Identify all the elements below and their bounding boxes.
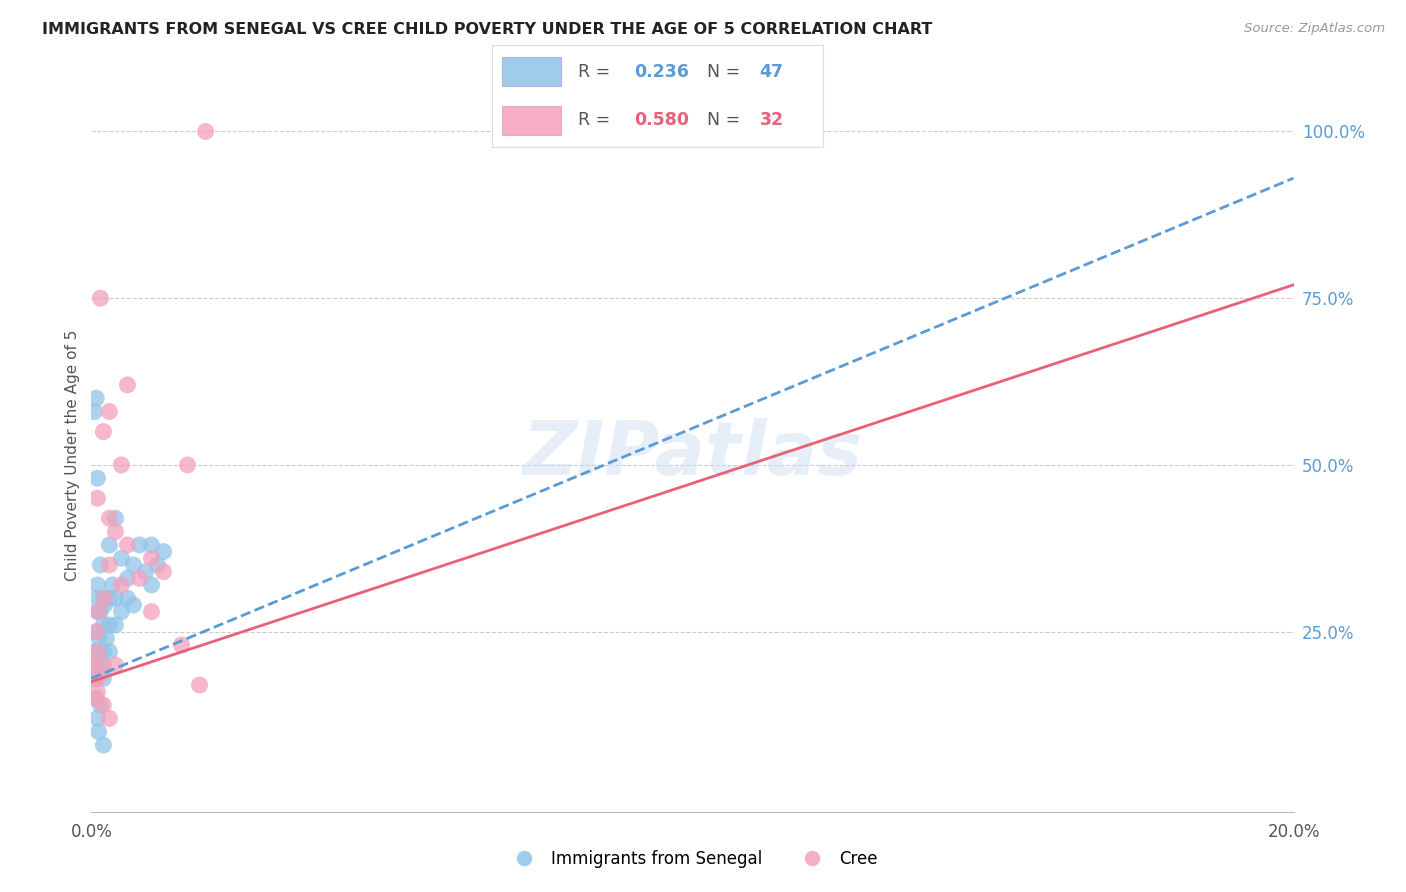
Point [93, 425, 115, 439]
Text: N =: N = [707, 111, 745, 129]
Point [86, 624, 108, 639]
Text: R =: R = [578, 111, 616, 129]
Text: N =: N = [707, 62, 745, 81]
Point [98, 558, 121, 572]
Point [110, 605, 132, 619]
Point [176, 458, 198, 472]
Text: Source: ZipAtlas.com: Source: ZipAtlas.com [1244, 22, 1385, 36]
Point [82, 658, 104, 673]
Point [93, 698, 115, 712]
Text: IMMIGRANTS FROM SENEGAL VS CREE CHILD POVERTY UNDER THE AGE OF 5 CORRELATION CHA: IMMIGRANTS FROM SENEGAL VS CREE CHILD PO… [42, 22, 932, 37]
Point [170, 638, 193, 652]
Point [104, 524, 127, 539]
Point [141, 551, 163, 566]
Point [110, 458, 132, 472]
Point [86, 711, 108, 725]
Point [104, 618, 127, 632]
Text: 0.236: 0.236 [634, 62, 689, 81]
Point [128, 538, 150, 552]
Point [96, 632, 118, 646]
Point [134, 565, 156, 579]
Point [89, 558, 111, 572]
Point [117, 377, 139, 392]
Point [83, 404, 105, 418]
Point [89, 632, 111, 646]
Y-axis label: Child Poverty Under the Age of 5: Child Poverty Under the Age of 5 [65, 329, 80, 581]
Point [152, 565, 174, 579]
Point [110, 578, 132, 592]
Point [117, 591, 139, 606]
Point [93, 645, 115, 659]
Point [91, 658, 114, 673]
Point [110, 551, 132, 566]
Point [104, 511, 127, 525]
Point [152, 544, 174, 558]
Point [89, 605, 111, 619]
Text: 47: 47 [759, 62, 783, 81]
Point [86, 605, 108, 619]
Point [86, 684, 108, 698]
Point [101, 578, 124, 592]
Point [82, 658, 104, 673]
Point [89, 291, 111, 305]
Point [93, 618, 115, 632]
Point [117, 538, 139, 552]
Text: 32: 32 [759, 111, 785, 129]
Point [188, 678, 211, 692]
Text: ZIPatlas: ZIPatlas [523, 418, 862, 491]
Point [98, 711, 121, 725]
Point [141, 578, 163, 592]
Point [128, 571, 150, 585]
Point [84, 671, 107, 685]
Point [87, 645, 110, 659]
Point [104, 658, 127, 673]
Point [122, 598, 145, 612]
FancyBboxPatch shape [502, 106, 561, 135]
Point [93, 671, 115, 685]
Point [98, 618, 121, 632]
Point [146, 558, 169, 572]
Point [98, 538, 121, 552]
Point [93, 591, 115, 606]
Point [93, 658, 115, 673]
Point [104, 591, 127, 606]
Point [86, 645, 108, 659]
Point [86, 671, 108, 685]
Point [98, 591, 121, 606]
Point [84, 624, 107, 639]
Point [93, 665, 115, 679]
Point [84, 391, 107, 405]
Point [141, 605, 163, 619]
Point [84, 691, 107, 706]
Point [86, 471, 108, 485]
Point [122, 558, 145, 572]
Point [86, 578, 108, 592]
Text: 0.580: 0.580 [634, 111, 689, 129]
Point [87, 605, 110, 619]
Point [89, 698, 111, 712]
Point [194, 124, 217, 138]
Point [86, 491, 108, 506]
Point [93, 738, 115, 752]
Point [93, 591, 115, 606]
Point [98, 511, 121, 525]
Point [83, 671, 105, 685]
Point [141, 538, 163, 552]
FancyBboxPatch shape [502, 57, 561, 86]
Point [83, 645, 105, 659]
Point [98, 645, 121, 659]
Point [98, 404, 121, 418]
Text: R =: R = [578, 62, 616, 81]
Point [93, 598, 115, 612]
Point [87, 724, 110, 739]
Legend: Immigrants from Senegal, Cree: Immigrants from Senegal, Cree [501, 844, 884, 875]
Point [117, 571, 139, 585]
Point [84, 691, 107, 706]
Point [86, 591, 108, 606]
